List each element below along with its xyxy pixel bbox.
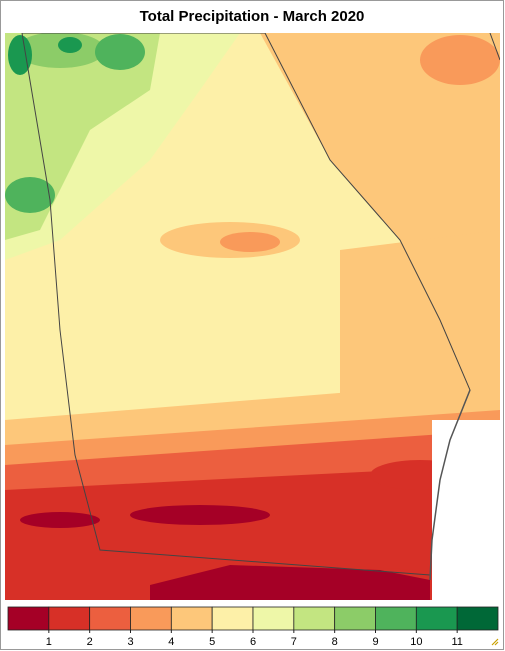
- legend-tick-label: 8: [332, 636, 338, 648]
- legend-swatch: [293, 606, 336, 631]
- legend-swatch: [89, 606, 131, 631]
- legend-swatch: [334, 606, 376, 631]
- legend-swatch: [252, 606, 295, 631]
- legend-tick-label: 3: [127, 636, 133, 648]
- resize-handle: [491, 638, 499, 646]
- legend-swatch: [375, 606, 417, 631]
- legend-swatch: [7, 606, 50, 631]
- legend-tick-label: 6: [250, 636, 256, 648]
- legend-swatch: [48, 606, 91, 631]
- legend-tick-label: 9: [372, 636, 378, 648]
- legend-tick-label: 7: [291, 636, 297, 648]
- legend-tick-label: 11: [451, 636, 462, 648]
- legend-swatch: [130, 606, 172, 631]
- color-legend: 1 2 3 4 5 6 7 8 9 10 11: [7, 606, 499, 648]
- legend-swatch: [170, 606, 213, 631]
- legend-tick-label: 1: [46, 636, 52, 648]
- legend-tick-label: 2: [87, 636, 93, 648]
- legend-swatch: [211, 606, 254, 631]
- legend-swatch: [456, 606, 499, 631]
- legend-tick-label: 10: [410, 636, 422, 648]
- map-title: Total Precipitation - March 2020: [140, 8, 365, 25]
- legend-swatch: [415, 606, 458, 631]
- precip-map: [5, 33, 500, 600]
- legend-tick-label: 5: [209, 636, 215, 648]
- legend-tick-label: 4: [168, 636, 174, 648]
